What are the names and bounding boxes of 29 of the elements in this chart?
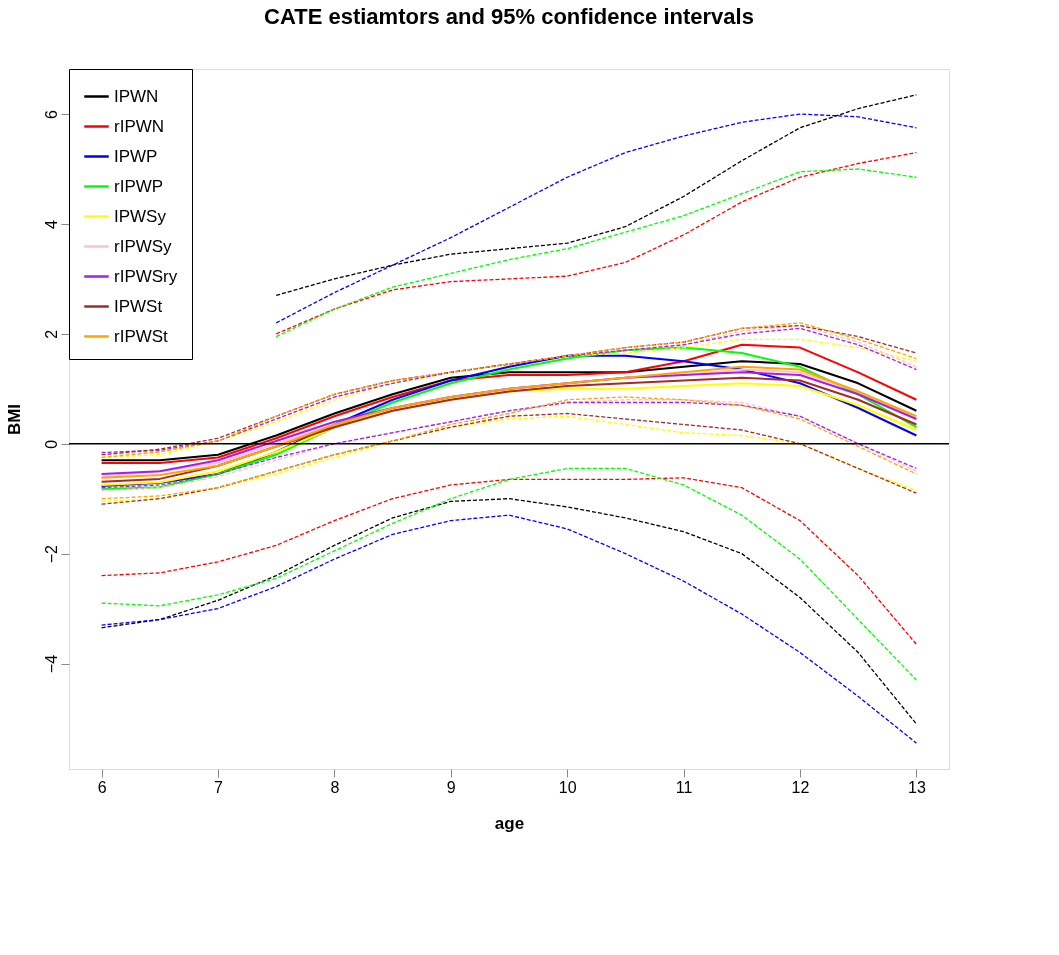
y-tick-label: 6	[42, 110, 60, 120]
legend-label: IPWSt	[114, 296, 163, 316]
legend-label: rIPWSt	[114, 326, 169, 346]
y-axis-title: BMI	[4, 403, 24, 436]
y-tick-label: 4	[42, 219, 60, 229]
legend-label: IPWN	[114, 86, 159, 106]
x-axis-title: age	[494, 813, 525, 833]
y-tick-label: −2	[42, 544, 60, 564]
legend-label: rIPWP	[114, 176, 164, 196]
x-tick-label: 10	[558, 778, 577, 796]
x-tick-label: 9	[446, 778, 456, 796]
x-tick-label: 6	[97, 778, 107, 796]
y-tick-label: 0	[42, 439, 60, 449]
legend-label: rIPWN	[114, 116, 165, 136]
legend-label: IPWSy	[114, 206, 167, 226]
line-series	[100, 467, 918, 681]
chart-title: CATE estiamtors and 95% confidence intervals	[264, 3, 754, 29]
x-tick-label: 7	[214, 778, 224, 796]
line-series	[100, 477, 918, 645]
line-series	[275, 113, 918, 324]
y-tick-label: −4	[42, 654, 60, 674]
legend-label: rIPWSry	[114, 266, 178, 286]
legend-label: IPWP	[114, 146, 158, 166]
x-tick-label: 12	[791, 778, 810, 796]
x-tick-label: 11	[675, 778, 693, 796]
x-tick-label: 13	[908, 778, 926, 796]
legend-label: rIPWSy	[114, 236, 173, 256]
y-tick-label: 2	[42, 329, 60, 339]
x-tick-label: 8	[330, 778, 340, 796]
